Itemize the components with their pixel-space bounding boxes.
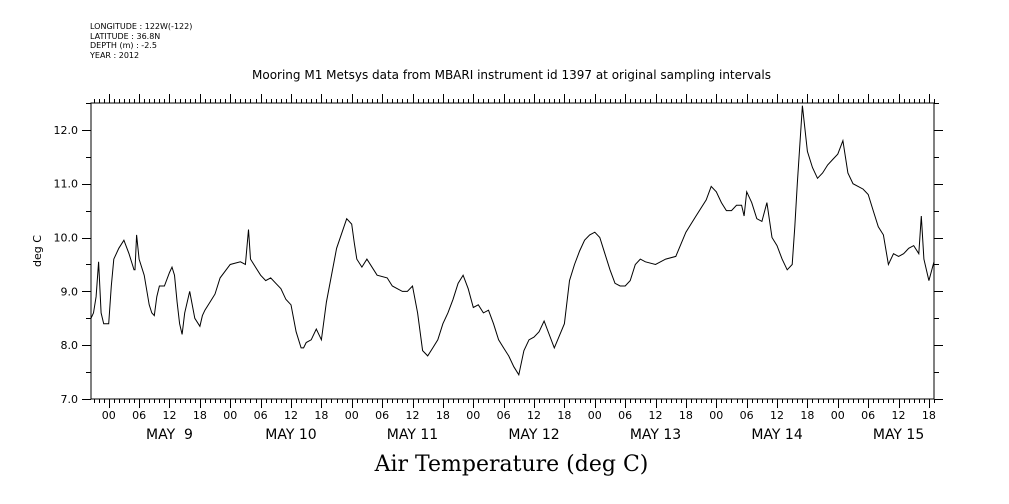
x-tick-label: 12 (892, 409, 906, 422)
x-tick-label: 00 (831, 409, 845, 422)
x-tick-label: 00 (709, 409, 723, 422)
latitude-label: LATITUDE : 36.8N (90, 31, 161, 41)
x-tick-label: 18 (314, 409, 328, 422)
y-tick-label: 10.0 (54, 232, 79, 245)
day-label: MAY 11 (387, 427, 438, 443)
x-tick-label: 12 (406, 409, 420, 422)
day-label: MAY 10 (265, 427, 316, 443)
x-tick-label: 12 (527, 409, 541, 422)
x-tick-label: 18 (436, 409, 450, 422)
longitude-label: LONGITUDE : 122W(-122) (90, 22, 193, 31)
day-label: MAY 15 (873, 427, 924, 443)
day-label: MAY 13 (630, 427, 681, 443)
x-tick-label: 06 (740, 409, 754, 422)
depth-label: DEPTH (m) : -2.5 (90, 41, 157, 50)
x-tick-label: 18 (922, 409, 936, 422)
y-tick-label: 12.0 (54, 124, 79, 137)
x-tick-label: 06 (254, 409, 268, 422)
x-tick-label: 12 (162, 409, 176, 422)
x-tick-label: 00 (466, 409, 480, 422)
bottom-label: Air Temperature (deg C) (374, 452, 649, 477)
tick-marks (82, 94, 943, 408)
x-tick-label: 12 (770, 409, 784, 422)
day-label: MAY 14 (751, 427, 802, 443)
x-tick-label: 00 (345, 409, 359, 422)
year-label: YEAR : 2012 (90, 50, 140, 60)
x-tick-label: 12 (284, 409, 298, 422)
x-tick-label: 06 (861, 409, 875, 422)
x-tick-label: 06 (132, 409, 146, 422)
x-tick-labels: 00 06 12 18 00 06 12 18 00 06 12 18 00 06 12 18 00 06 12 18… (102, 409, 936, 422)
chart-title: Mooring M1 Metsys data from MBARI instru… (252, 68, 771, 82)
y-tick-label: 7.0 (61, 393, 79, 406)
x-tick-label: 00 (102, 409, 116, 422)
y-tick-labels: 7.0 8.0 9.0 10.0 11.0 12.0 (54, 124, 79, 406)
y-axis-label: deg C (31, 235, 44, 267)
y-tick-label: 9.0 (61, 285, 79, 298)
x-tick-label: 00 (588, 409, 602, 422)
y-tick-label: 8.0 (61, 339, 79, 352)
plot-frame (90, 102, 935, 400)
bottom-label-wrap: Air Temperature (deg C) (0, 452, 1009, 477)
day-labels: MAY 9 MAY 10 MAY 11 MAY 12 MAY 13 MAY 14 MAY 1… (146, 427, 924, 443)
series-line-air-temperature (90, 105, 935, 377)
x-tick-label: 18 (679, 409, 693, 422)
day-label: MAY 9 (146, 427, 193, 443)
x-tick-label: 06 (375, 409, 389, 422)
day-label: MAY 12 (508, 427, 559, 443)
y-tick-label: 11.0 (54, 178, 79, 191)
metadata-block: LONGITUDE : 122W(-122) LATITUDE : 36.8N … (90, 22, 192, 60)
chart-title-wrap: Mooring M1 Metsys data from MBARI instru… (0, 68, 1009, 82)
x-tick-label: 18 (193, 409, 207, 422)
x-tick-label: 06 (497, 409, 511, 422)
x-tick-label: 00 (223, 409, 237, 422)
x-tick-label: 06 (618, 409, 632, 422)
x-tick-label: 18 (557, 409, 571, 422)
x-tick-label: 18 (800, 409, 814, 422)
x-tick-label: 12 (649, 409, 663, 422)
